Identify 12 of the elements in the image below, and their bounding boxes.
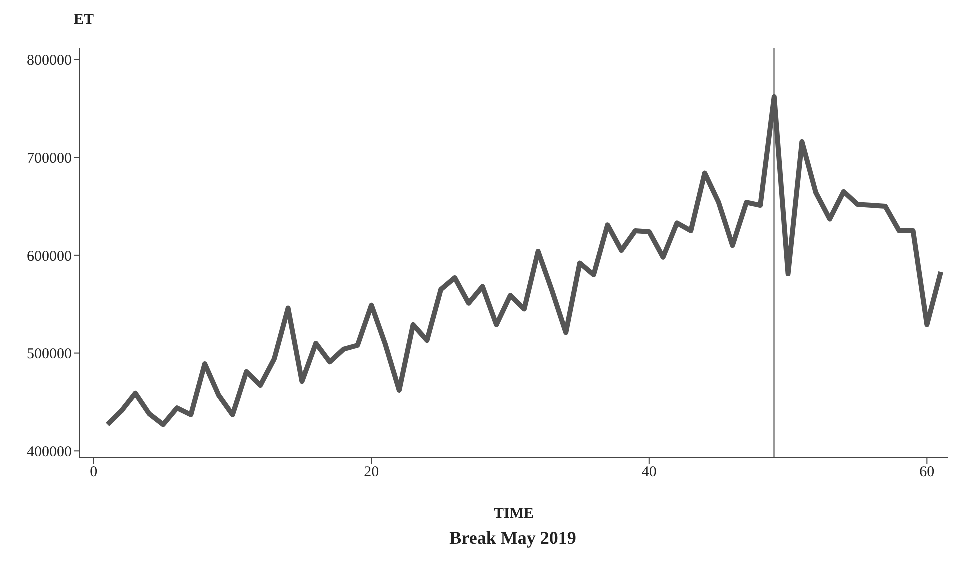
y-tick-label: 400000 xyxy=(27,444,72,460)
y-tick-label: 700000 xyxy=(27,150,72,167)
text: Break May 2019 xyxy=(448,528,578,549)
y-tick-label: 500000 xyxy=(27,346,72,363)
x-tick-label: 60 xyxy=(920,464,935,481)
x-tick-label: 0 xyxy=(90,464,98,481)
x-axis-title: TIME xyxy=(494,506,534,522)
x-tick-label: 20 xyxy=(364,464,380,481)
y-axis-title: ET xyxy=(74,12,94,29)
x-tick-label: 40 xyxy=(642,464,657,481)
y-tick-label: 800000 xyxy=(27,53,72,70)
y-tick-label: 600000 xyxy=(27,248,72,265)
